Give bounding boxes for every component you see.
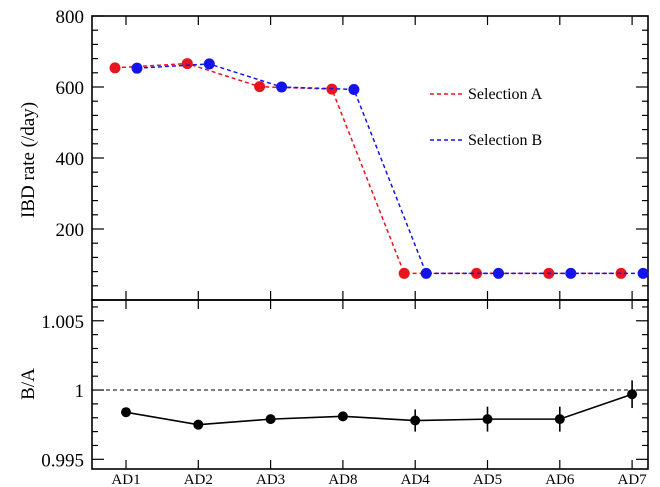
data-point-selection-b [493,267,504,279]
top-y-tick-label: 200 [56,220,85,241]
ratio-line [125,393,633,426]
data-point-selection-a [471,267,482,279]
data-point-selection-a [615,267,627,279]
x-category-label: AD4 [401,472,431,487]
x-category-label: AD6 [545,472,575,487]
x-category-label: AD5 [473,472,502,487]
ratio-panel: 0.995 1 1.005 AD1 AD2 AD3 AD8 AD4 AD5 AD6 AD7 [41,299,649,487]
top-y-tick-label: 800 [56,7,85,28]
data-point-selection-b [203,58,215,70]
top-y-tick-label: 400 [56,149,85,170]
bottom-y-axis-title: B/A [18,368,39,400]
x-category-label: AD3 [256,472,285,487]
data-point-selection-a [254,81,266,93]
x-category-label: AD1 [111,472,140,487]
data-point-selection-a [181,58,193,70]
ratio-point [554,414,565,425]
ibd-rate-panel: 200 400 600 800 Selection A Selection B [56,7,649,301]
legend-label: Selection A [468,86,543,103]
top-y-tick-label: 600 [56,78,85,99]
ratio-point [121,407,131,418]
ratio-point [337,411,348,422]
data-point-selection-b [420,267,432,279]
data-point-selection-b [131,62,143,74]
data-point-selection-a [109,62,121,74]
legend-label: Selection B [468,132,542,149]
data-point-selection-b [276,81,288,93]
data-point-selection-b [348,83,360,95]
series-line-selection-b [136,63,644,275]
ratio-point [193,419,204,430]
x-category-label: AD7 [618,472,648,487]
ratio-point [410,415,421,426]
bottom-plot-frame [91,299,649,470]
bottom-y-tick-label: 0.995 [41,450,84,471]
x-category-label: AD2 [184,472,213,487]
data-point-selection-a [398,267,410,279]
bottom-y-tick-label: 1 [75,381,85,402]
top-y-axis-title: IBD rate (/day) [18,102,39,218]
series-line-selection-a [114,62,622,275]
bottom-y-tick-label: 1.005 [41,312,84,333]
ratio-point [482,414,493,425]
ratio-point [627,389,638,400]
data-point-selection-b [565,267,577,279]
top-plot-frame [91,15,649,301]
x-category-label: AD8 [328,472,357,487]
data-point-selection-b [637,267,649,279]
ratio-point [265,414,276,425]
